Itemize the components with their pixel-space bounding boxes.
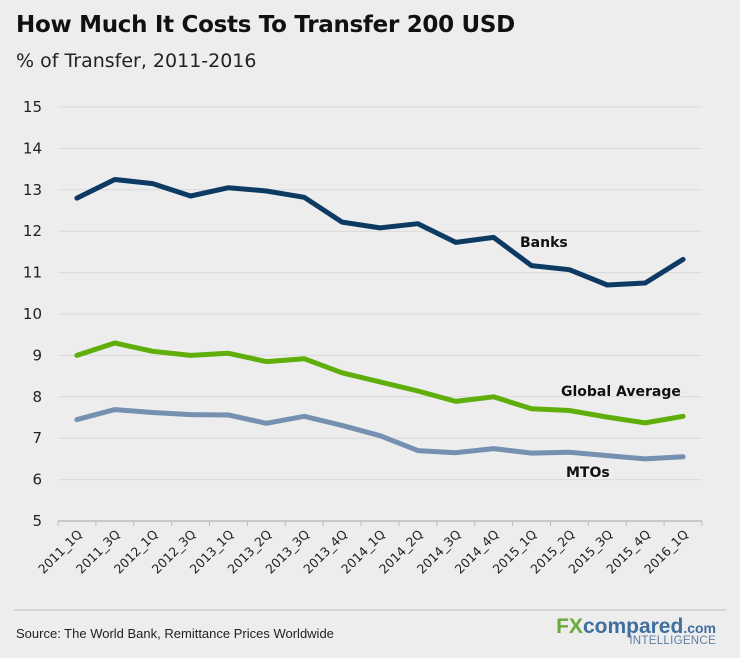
y-tick-label: 7 [32, 429, 42, 447]
y-tick-label: 5 [32, 512, 42, 530]
chart-title: How Much It Costs To Transfer 200 USD [16, 12, 515, 38]
footer-divider [14, 609, 726, 611]
series-labels: Banks Global Average MTOs [520, 235, 681, 481]
series-label-global-average: Global Average [561, 384, 681, 400]
series-line-mtos [74, 407, 686, 462]
logo-tagline: INTELLIGENCE [629, 635, 716, 647]
chart-subtitle: % of Transfer, 2011-2016 [16, 50, 257, 72]
x-axis: 2011_1Q2011_3Q2012_1Q2012_3Q2013_1Q2013_… [35, 520, 703, 577]
y-tick-label: 13 [23, 181, 42, 199]
y-tick-label: 12 [23, 222, 42, 240]
series-label-mtos: MTOs [566, 465, 610, 481]
y-tick-label: 9 [32, 346, 42, 364]
y-tick-label: 8 [32, 388, 42, 406]
logo-com: .com [683, 620, 716, 636]
gridlines [58, 106, 702, 481]
series-lines [74, 177, 686, 462]
y-tick-label: 15 [23, 98, 42, 116]
y-tick-label: 6 [32, 471, 42, 489]
source-note: Source: The World Bank, Remittance Price… [16, 626, 334, 641]
y-tick-label: 10 [23, 305, 42, 323]
series-line-global-average [74, 340, 686, 426]
series-line-banks [74, 177, 686, 288]
y-tick-label: 11 [23, 264, 42, 282]
y-axis-ticks: 5 6 7 8 9 10 11 12 13 14 15 [23, 98, 42, 530]
logo-compared: compared [582, 615, 684, 638]
line-chart: 5 6 7 8 9 10 11 12 13 14 15 2011_1Q2011_3Q2012_1Q2… [23, 98, 703, 577]
y-tick-label: 14 [23, 139, 42, 157]
series-label-banks: Banks [520, 235, 568, 251]
logo-fx: FX [556, 615, 583, 638]
fxcompared-logo: FXcompared.com INTELLIGENCE [556, 615, 716, 647]
